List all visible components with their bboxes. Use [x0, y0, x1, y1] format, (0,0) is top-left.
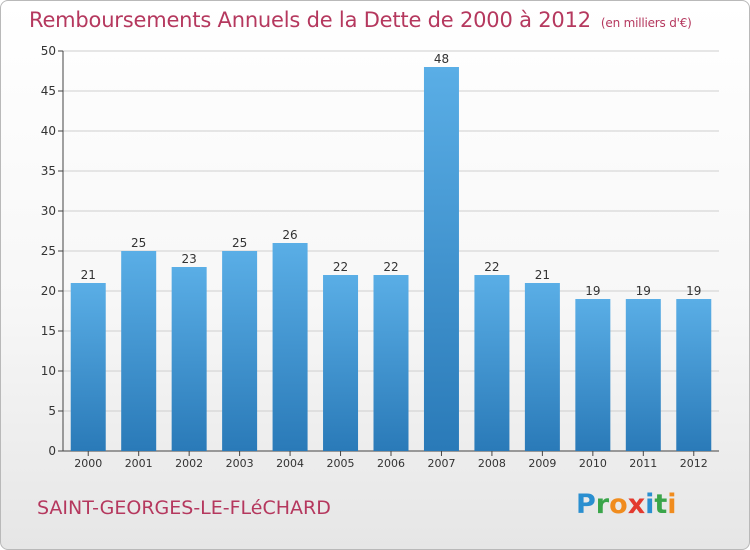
chart-title-text: Remboursements Annuels de la Dette de 20… [29, 8, 591, 32]
bar-2003 [222, 251, 258, 451]
y-tick-label: 40 [41, 124, 56, 138]
y-tick-label: 10 [41, 364, 56, 378]
bar-2006 [373, 275, 409, 451]
x-tick-label-2012: 2012 [680, 457, 708, 470]
y-tick-label: 30 [41, 204, 56, 218]
x-tick-label-2011: 2011 [629, 457, 657, 470]
bar-2000 [70, 283, 106, 451]
data-label-2008: 22 [484, 260, 499, 274]
bar-2001 [121, 251, 157, 451]
y-tick-label: 20 [41, 284, 56, 298]
bar-2007 [423, 67, 459, 451]
proxiti-logo: Proxiti [576, 489, 677, 520]
data-labels: 21 25 23 25 26 22 22 48 22 21 19 19 19 [81, 52, 702, 298]
y-tick-label: 5 [48, 404, 56, 418]
chart-title: Remboursements Annuels de la Dette de 20… [29, 8, 692, 32]
bars [70, 67, 712, 451]
y-tick-labels: 0 5 10 15 20 25 30 35 40 45 50 [41, 44, 56, 458]
x-tick-label-2010: 2010 [579, 457, 607, 470]
y-tick-label: 45 [41, 84, 56, 98]
bar-2005 [323, 275, 359, 451]
logo-letter: r [595, 489, 610, 520]
bar-2009 [524, 283, 560, 451]
y-tick-label: 50 [41, 44, 56, 58]
data-label-2007: 48 [434, 52, 449, 66]
x-tick-label-2009: 2009 [528, 457, 556, 470]
logo-letter: t [654, 489, 668, 520]
x-tick-label-2005: 2005 [327, 457, 355, 470]
bar-2011 [625, 299, 661, 451]
data-label-2005: 22 [333, 260, 348, 274]
logo-letter: i [667, 489, 677, 520]
x-tick-label-2000: 2000 [74, 457, 102, 470]
x-tick-label-2001: 2001 [125, 457, 153, 470]
data-label-2012: 19 [686, 284, 701, 298]
x-tick-label-2006: 2006 [377, 457, 405, 470]
data-label-2003: 25 [232, 236, 247, 250]
bar-2008 [474, 275, 510, 451]
y-tick-label: 0 [48, 444, 56, 458]
bar-2004 [272, 243, 308, 451]
y-tick-label: 35 [41, 164, 56, 178]
data-label-2009: 21 [535, 268, 550, 282]
logo-letter: o [609, 489, 628, 520]
logo-letter: P [576, 489, 596, 520]
data-label-2002: 23 [182, 252, 197, 266]
commune-name: SAINT-GEORGES-LE-FLéCHARD [37, 497, 331, 519]
bar-2012 [676, 299, 712, 451]
data-label-2011: 19 [636, 284, 651, 298]
chart-unit: (en milliers d'€) [600, 16, 692, 30]
data-label-2006: 22 [383, 260, 398, 274]
data-label-2010: 19 [585, 284, 600, 298]
x-tick-labels: 2000 2001 2002 2003 2004 2005 2006 2007 2008 2009… [74, 457, 708, 470]
x-tick-label-2004: 2004 [276, 457, 304, 470]
logo-letter: x [627, 489, 646, 520]
x-tick-label-2003: 2003 [226, 457, 254, 470]
data-label-2001: 25 [131, 236, 146, 250]
data-label-2004: 26 [282, 228, 297, 242]
x-tick-label-2008: 2008 [478, 457, 506, 470]
x-tick-label-2002: 2002 [175, 457, 203, 470]
y-tick-label: 25 [41, 244, 56, 258]
bar-2002 [171, 267, 207, 451]
logo-letter: i [645, 489, 655, 520]
x-tick-label-2007: 2007 [427, 457, 455, 470]
data-label-2000: 21 [81, 268, 96, 282]
y-tick-label: 15 [41, 324, 56, 338]
bar-2010 [575, 299, 611, 451]
